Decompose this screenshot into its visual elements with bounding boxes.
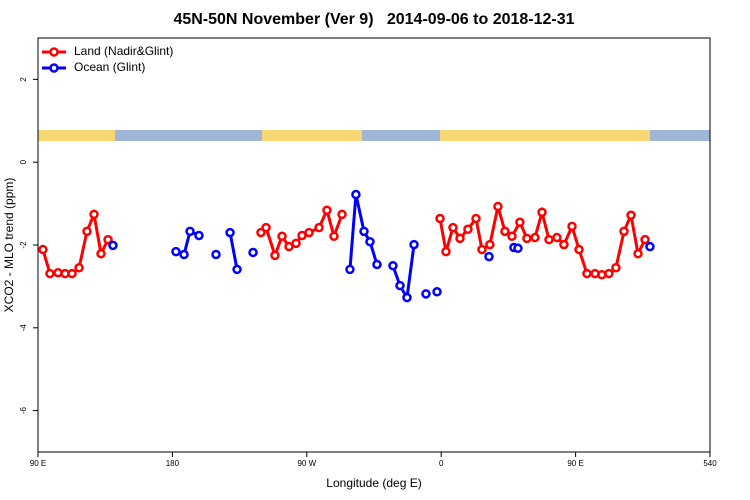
data-point [463, 224, 473, 235]
data-point [477, 244, 487, 255]
data-point [471, 213, 481, 224]
data-point [388, 260, 398, 271]
land-ocean-strip [38, 130, 710, 141]
data-point [96, 248, 106, 259]
data-point [74, 263, 84, 273]
data-point [435, 213, 445, 224]
data-point [582, 268, 592, 279]
data-point [409, 239, 419, 250]
ocean-band [38, 130, 710, 141]
data-point [171, 246, 181, 257]
data-point [493, 201, 503, 212]
x-tick-label: 90 E [567, 459, 583, 468]
data-point [432, 287, 442, 297]
chart-title: 45N-50N November (Ver 9) 2014-09-06 to 2… [173, 11, 574, 28]
data-point [455, 233, 465, 244]
data-point [261, 222, 271, 233]
data-point [67, 268, 77, 279]
data-point [611, 263, 621, 273]
data-point [448, 222, 458, 233]
legend-label: Land (Nadir&Glint) [74, 44, 173, 58]
data-point [640, 234, 650, 245]
data-point [552, 232, 562, 243]
data-point [232, 264, 242, 275]
data-point [277, 231, 287, 242]
data-point [270, 250, 280, 261]
data-point [225, 227, 235, 238]
y-tick-label: -4 [19, 324, 28, 332]
data-point [626, 210, 636, 220]
data-point [574, 244, 584, 255]
data-point [402, 292, 412, 303]
data-point [314, 222, 324, 233]
data-point [619, 226, 629, 237]
data-point [633, 248, 643, 259]
data-point [441, 246, 451, 257]
data-point [604, 268, 614, 279]
data-point [248, 247, 258, 258]
data-point [179, 249, 189, 260]
legend-item: Ocean (Glint) [42, 60, 145, 74]
x-tick-label: 90 E [30, 459, 46, 468]
data-point [395, 280, 405, 291]
data-point [522, 233, 532, 244]
data-point [185, 226, 195, 237]
land-band [262, 130, 362, 141]
y-axis-label: XCO2 - MLO trend (ppm) [2, 178, 16, 313]
data-point [345, 264, 355, 275]
data-point [304, 227, 314, 238]
data-point [103, 234, 113, 245]
y-tick-label: -6 [19, 406, 28, 414]
data-point [559, 239, 569, 250]
x-tick-label: 0 [439, 459, 444, 468]
data-point [337, 209, 347, 220]
data-point [108, 240, 118, 251]
data-point [544, 234, 554, 245]
data-point [82, 226, 92, 237]
data-point [500, 226, 510, 237]
data-point [194, 230, 204, 241]
data-point [645, 241, 655, 252]
data-point [515, 217, 525, 227]
land-band [440, 130, 650, 141]
plot-frame [37, 37, 711, 453]
data-point [211, 249, 221, 260]
legend-label: Ocean (Glint) [74, 60, 145, 74]
data-point [485, 239, 495, 250]
data-point [329, 231, 339, 242]
data-point [421, 289, 431, 299]
land-band [38, 130, 115, 141]
data-point [484, 251, 494, 262]
y-tick-label: 0 [19, 159, 28, 164]
data-point [530, 232, 540, 243]
data-point [567, 221, 577, 232]
x-tick-label: 90 W [297, 459, 316, 468]
legend-marker [49, 63, 59, 73]
data-point [359, 226, 369, 237]
data-point [513, 243, 523, 254]
y-tick-label: 2 [19, 77, 28, 82]
y-tick-label: -2 [19, 241, 28, 249]
data-point [365, 236, 375, 247]
x-tick-label: 180 [166, 459, 180, 468]
data-point [372, 259, 382, 270]
data-point [284, 241, 294, 252]
data-point [537, 207, 547, 218]
legend-marker [49, 47, 59, 57]
data-point [322, 205, 332, 215]
data-point [38, 244, 48, 255]
data-point [351, 189, 361, 200]
x-axis-label: Longitude (deg E) [326, 476, 421, 490]
data-point [507, 231, 517, 242]
legend-item: Land (Nadir&Glint) [42, 44, 173, 58]
x-tick-label: 540 [703, 459, 717, 468]
data-point [45, 268, 55, 279]
data-point [89, 209, 99, 220]
data-point [291, 238, 301, 249]
